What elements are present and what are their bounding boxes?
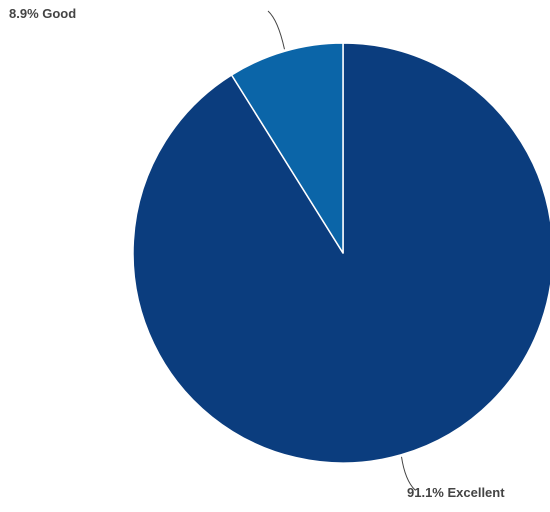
slice-label-excellent: 91.1% Excellent <box>407 485 505 500</box>
pie-slices <box>132 42 550 464</box>
leader-line-good <box>267 10 285 50</box>
slice-label-good: 8.9% Good <box>9 6 76 21</box>
leader-line-excellent <box>401 456 416 491</box>
pie-slice-good <box>230 42 344 254</box>
pie-slice-excellent <box>132 42 550 464</box>
slice-labels: 91.1% Excellent 8.9% Good <box>9 6 505 500</box>
leader-lines <box>267 10 416 491</box>
